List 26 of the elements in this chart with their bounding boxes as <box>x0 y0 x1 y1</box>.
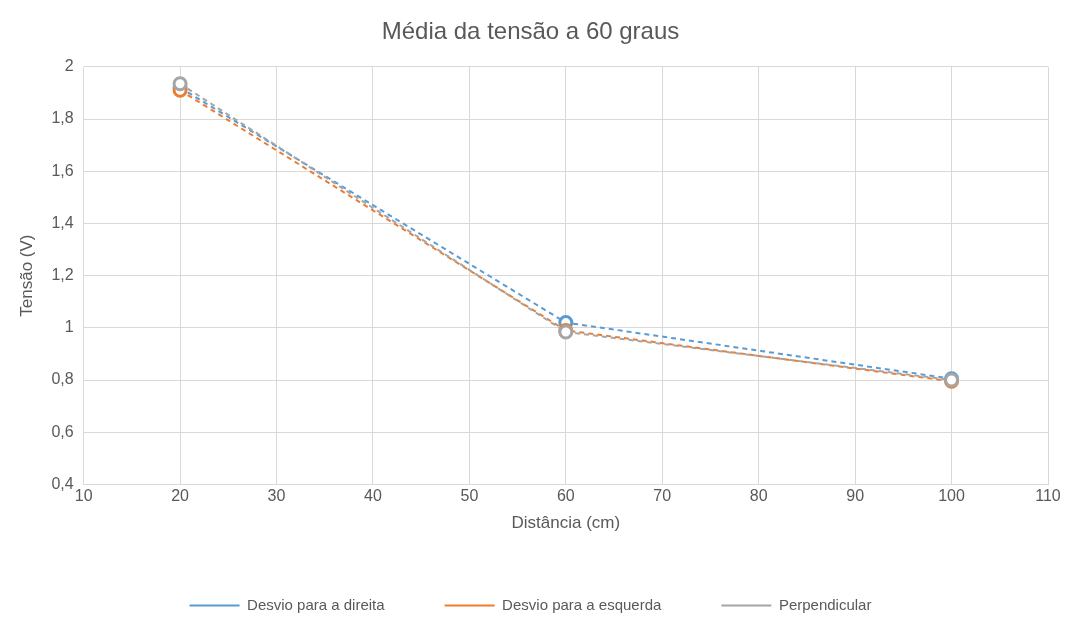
y-tick-label: 0,6 <box>51 422 74 440</box>
x-tick-label: 100 <box>938 487 966 505</box>
x-tick-label: 90 <box>846 487 865 505</box>
x-tick-label: 10 <box>74 487 93 505</box>
chart-title: Média da tensão a 60 graus <box>381 17 680 45</box>
x-tick-label: 110 <box>1035 487 1061 505</box>
y-tick-label: 1,4 <box>51 213 74 231</box>
x-tick-label: 20 <box>171 487 190 505</box>
y-tick-label: 1,8 <box>51 109 74 127</box>
x-tick-label: 50 <box>460 487 479 505</box>
x-tick-label: 40 <box>364 487 382 505</box>
y-tick-label: 2 <box>64 57 74 75</box>
x-axis-title: Distância (cm) <box>511 513 621 533</box>
y-tick-label: 1,2 <box>51 266 74 284</box>
y-tick-label: 1,6 <box>51 161 74 179</box>
legend-label: Perpendicular <box>778 595 872 613</box>
y-tick-label: 0,4 <box>51 474 74 492</box>
legend-label: Desvio para a esquerda <box>502 595 663 613</box>
x-tick-label: 80 <box>749 487 768 505</box>
x-tick-label: 30 <box>267 487 286 505</box>
y-tick-label: 0,8 <box>51 370 74 388</box>
y-axis-title: Tensão (V) <box>16 234 36 317</box>
x-tick-label: 70 <box>653 487 672 505</box>
x-tick-label: 60 <box>556 487 575 505</box>
legend-label: Desvio para a direita <box>247 595 386 613</box>
y-tick-label: 1 <box>64 318 74 336</box>
